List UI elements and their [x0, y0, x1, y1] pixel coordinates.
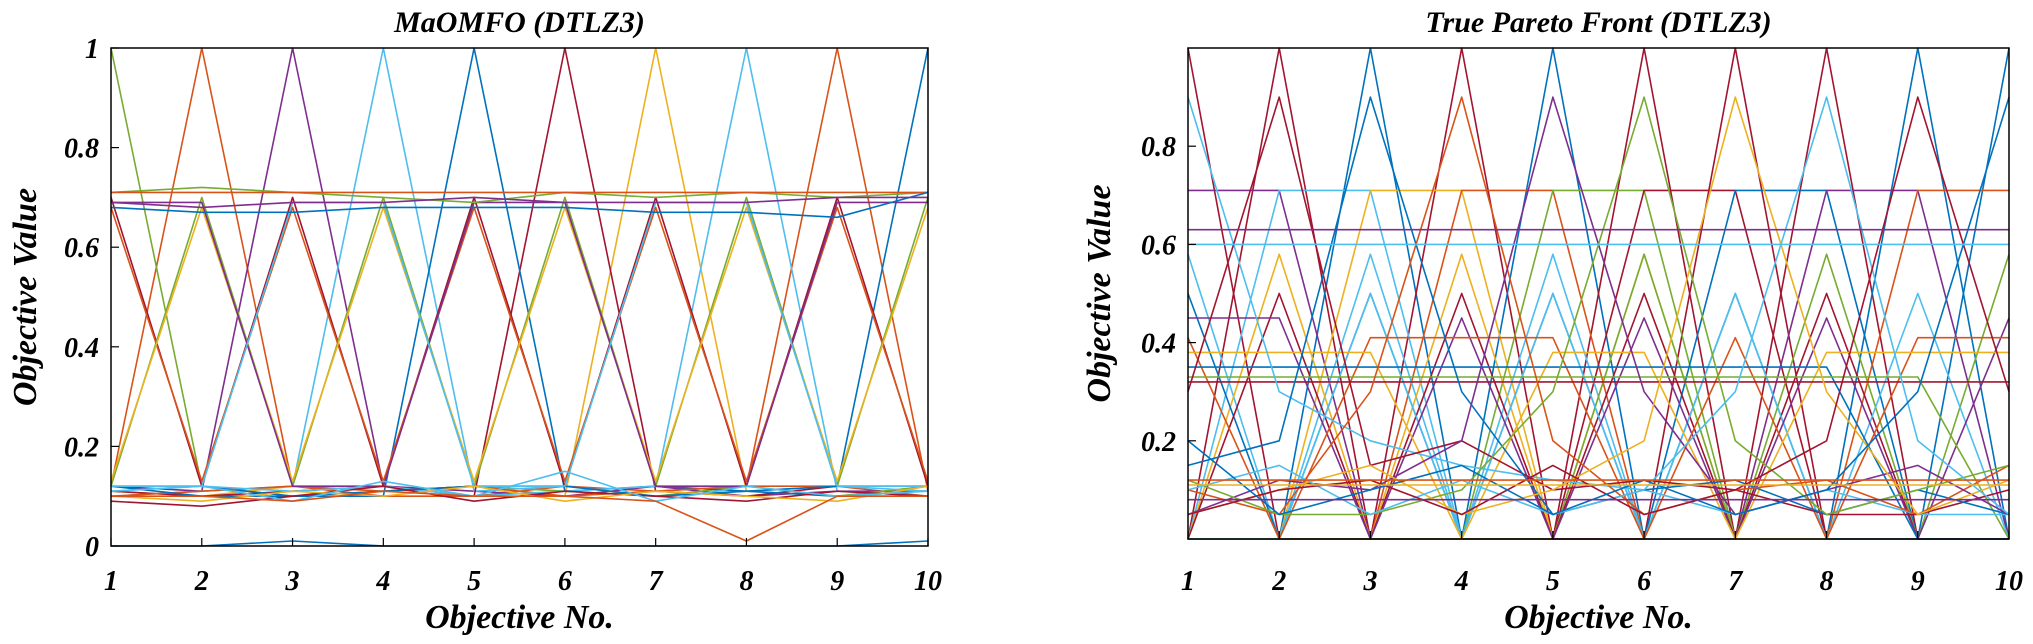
x-tick-label: 8	[1820, 566, 1834, 597]
x-tick-label: 6	[1637, 566, 1651, 597]
x-axis-label: Objective No.	[1504, 599, 1693, 636]
x-tick-label: 9	[1911, 566, 1925, 597]
series-line-26	[1188, 317, 2010, 540]
series-line-27	[1187, 336, 2009, 540]
y-tick-label: 0	[85, 532, 99, 563]
series-line-8	[111, 47, 928, 498]
series-line-28	[1188, 351, 2009, 540]
series-line-38	[1187, 96, 2010, 516]
x-tick-label: 4	[375, 566, 390, 597]
x-tick-label: 7	[649, 566, 664, 597]
axes-box	[1187, 47, 2010, 540]
y-tick-label: 0.8	[1141, 132, 1176, 163]
series-line-17	[111, 201, 928, 488]
series-line-41	[1187, 96, 2010, 516]
y-tick-label: 0.4	[1141, 329, 1176, 360]
chart-1: 1 2 3 4 5 6 7 8 9 10 0 0.2 0.4 0.6 0.8 1 MaOMFO (DTLZ3) O…	[7, 6, 942, 636]
plot-area	[111, 48, 928, 546]
x-tick-label: 2	[1271, 566, 1286, 597]
y-tick-label: 0.4	[64, 333, 99, 364]
x-tick-label: 6	[558, 566, 572, 597]
y-axis-label: Objective Value	[1081, 184, 1118, 402]
y-tick-label: 1	[85, 34, 99, 65]
series-line-24	[110, 470, 929, 503]
chart-title: MaOMFO (DTLZ3)	[393, 6, 645, 39]
x-tick-label: 5	[1546, 566, 1560, 597]
x-axis-label: Objective No.	[425, 599, 614, 636]
chart-title: True Pareto Front (DTLZ3)	[1425, 6, 1771, 39]
x-tick-label: 3	[285, 566, 300, 597]
y-tick-label: 0.8	[64, 134, 99, 165]
x-tick-label: 10	[914, 566, 942, 597]
x-tick-label: 5	[467, 566, 481, 597]
x-tick-label: 2	[194, 566, 209, 597]
series-group	[110, 47, 929, 547]
y-tick-label: 0.6	[1141, 230, 1176, 261]
x-tick-label: 10	[1995, 566, 2023, 597]
chart-2: 1 2 3 4 5 6 7 8 9 10 0.2 0.4 0.6 0.8 True Pareto Front…	[1081, 6, 2023, 636]
x-tick-label: 8	[739, 566, 753, 597]
y-tick-label: 0.2	[1141, 427, 1176, 458]
x-tick-label: 3	[1362, 566, 1377, 597]
series-line-23	[110, 485, 929, 503]
axes-box	[110, 47, 929, 547]
series-line-20	[110, 191, 929, 219]
x-tick-label: 1	[104, 566, 118, 597]
series-line-35	[1187, 96, 2010, 516]
series-line-18	[110, 186, 929, 204]
y-axis-label: Objective Value	[7, 188, 44, 406]
x-tick-label: 4	[1454, 566, 1469, 597]
x-tick-label: 7	[1728, 566, 1743, 597]
series-line-25	[111, 490, 928, 542]
series-line-30	[1188, 376, 2010, 540]
y-tick-label: 0.6	[64, 233, 99, 264]
series-line-21	[110, 196, 928, 209]
x-tick-label: 9	[830, 566, 844, 597]
x-tick-label: 1	[1181, 566, 1195, 597]
y-tick-label: 0.2	[64, 432, 99, 463]
